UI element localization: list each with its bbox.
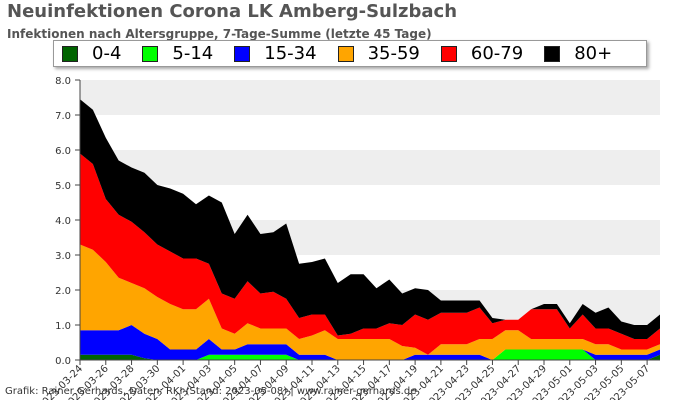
y-tick-label: 1.0 bbox=[55, 321, 71, 332]
y-tick-label: 2.0 bbox=[55, 286, 71, 297]
legend-label: 60-79 bbox=[470, 43, 524, 64]
area-series-80+ bbox=[80, 99, 660, 339]
area-series-35-59 bbox=[80, 244, 660, 360]
legend-label: 80+ bbox=[574, 43, 613, 64]
y-tick-label: 0.0 bbox=[55, 356, 71, 367]
legend-item: 0-4 bbox=[62, 43, 121, 64]
legend-label: 5-14 bbox=[172, 43, 214, 64]
credit-text: Grafik: Rainer Gerhards, Daten: RKI (Sta… bbox=[5, 386, 417, 397]
y-tick-label: 4.0 bbox=[55, 216, 71, 227]
grid-band bbox=[80, 115, 660, 150]
legend-label: 0-4 bbox=[92, 43, 122, 64]
legend-item: 80+ bbox=[544, 43, 612, 64]
area-series-0-4 bbox=[80, 354, 660, 360]
legend-swatch bbox=[62, 45, 78, 62]
legend-item: 35-59 bbox=[337, 43, 420, 64]
legend-swatch bbox=[337, 45, 354, 62]
legend-item: 5-14 bbox=[142, 43, 213, 64]
legend-swatch bbox=[544, 45, 561, 62]
grid-band bbox=[80, 150, 660, 185]
y-tick-label: 8.0 bbox=[55, 76, 71, 87]
area-series-group bbox=[80, 99, 660, 360]
legend-label: 15-34 bbox=[264, 43, 317, 64]
area-series-15-34 bbox=[80, 325, 660, 360]
legend-swatch bbox=[440, 45, 457, 62]
chart-title: Neuinfektionen Corona LK Amberg-Sulzbach bbox=[7, 1, 458, 22]
legend-swatch bbox=[142, 45, 159, 62]
area-series-5-14 bbox=[80, 349, 660, 360]
legend-label: 35-59 bbox=[367, 43, 420, 64]
y-tick-label: 7.0 bbox=[55, 111, 71, 122]
y-tick-label: 5.0 bbox=[55, 181, 71, 192]
chart-legend: 0-4 5-14 15-34 35-59 60-79 80+ bbox=[53, 40, 647, 67]
y-tick-label: 6.0 bbox=[55, 146, 71, 157]
legend-item: 15-34 bbox=[234, 43, 317, 64]
chart-subtitle: Infektionen nach Altersgruppe, 7-Tage-Su… bbox=[7, 27, 432, 41]
area-series-60-79 bbox=[80, 153, 660, 355]
grid-band bbox=[80, 80, 660, 115]
y-tick-label: 3.0 bbox=[55, 251, 71, 262]
legend-item: 60-79 bbox=[440, 43, 524, 64]
y-axis-ticks: 0.0 1.0 2.0 3.0 4.0 5.0 6.0 7.0 8.0 bbox=[55, 76, 80, 367]
legend-swatch bbox=[234, 45, 251, 62]
